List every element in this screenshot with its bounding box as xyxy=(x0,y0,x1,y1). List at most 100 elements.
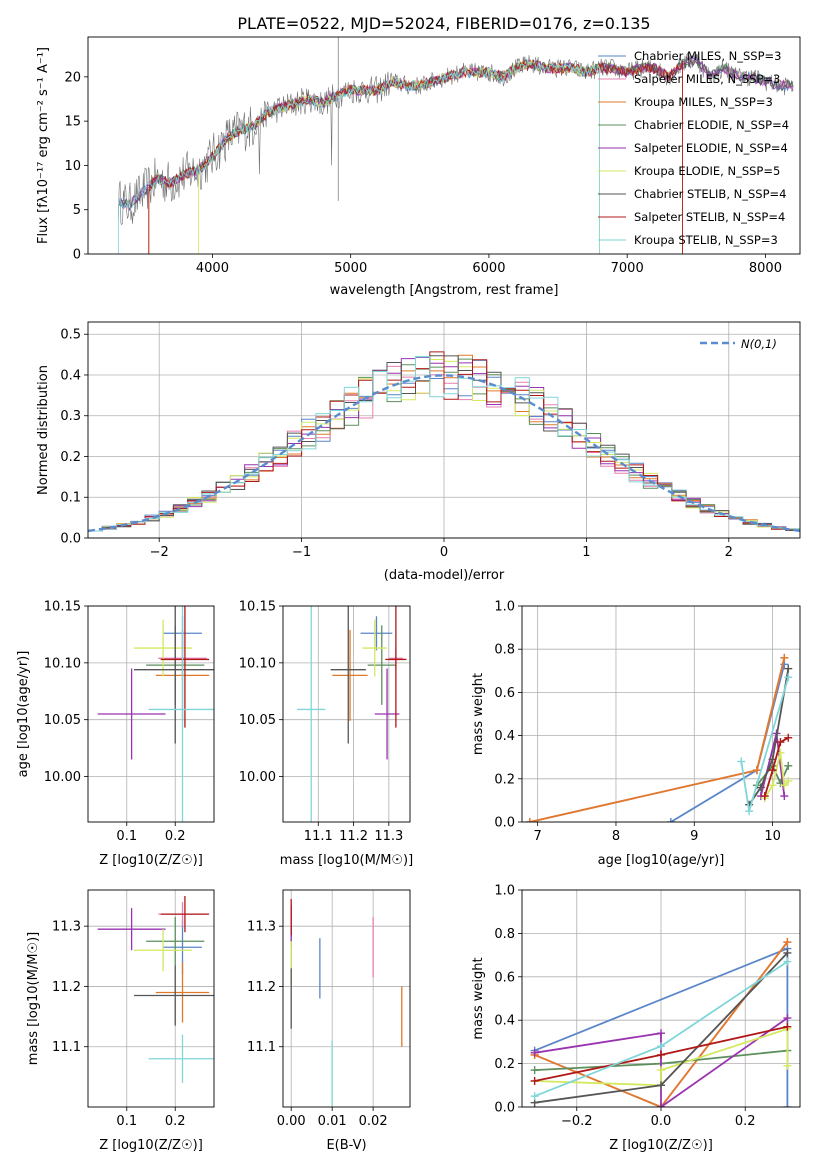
plus-marker xyxy=(657,1042,665,1051)
x-tick-label: 0.2 xyxy=(165,829,186,844)
y-tick-label: 10.05 xyxy=(239,713,276,728)
axes-frame xyxy=(282,605,411,823)
x-tick-label: −2 xyxy=(150,545,169,560)
y-tick-label: 11.1 xyxy=(247,1040,276,1055)
legend-label: Chabrier STELIB, N_SSP=4 xyxy=(634,187,786,201)
y-tick-label: 0.6 xyxy=(494,686,515,701)
errorbar-point xyxy=(134,619,193,677)
histograms xyxy=(88,351,800,533)
legend-label: Kroupa ELODIE, N_SSP=5 xyxy=(634,164,780,178)
y-tick-label: 15 xyxy=(64,115,81,130)
plus-marker xyxy=(657,1066,665,1075)
y-tick-label: 0.2 xyxy=(60,450,81,465)
axes-frame xyxy=(87,321,801,539)
y-tick-label: 10.15 xyxy=(239,600,276,615)
y-axis-label: mass [log10(M/M☉)] xyxy=(26,932,41,1065)
y-tick-label: 0.4 xyxy=(494,1014,515,1029)
x-tick-label: −1 xyxy=(292,545,311,560)
errorbar-point xyxy=(160,896,210,933)
axes-frame xyxy=(521,889,801,1108)
plus-marker xyxy=(657,1029,665,1038)
axes-frame xyxy=(87,36,801,255)
x-tick-label: 7000 xyxy=(611,261,644,276)
plus-marker xyxy=(783,1103,792,1107)
plus-marker xyxy=(737,757,746,766)
errorbar-point xyxy=(297,606,326,822)
x-axis-label: Z [log10(Z/Z☉)] xyxy=(99,1138,203,1153)
chart-panel-7: −0.2 0.0 0.2 0.0 0.2 0.4 0.6 0.8 1.0 Z [log10(Z/Z… xyxy=(471,884,801,1153)
plus-marker xyxy=(768,781,777,790)
errorbar-point xyxy=(148,1034,214,1083)
y-tick-label: 0.6 xyxy=(494,970,515,985)
y-axis-label: Flux [fλ10⁻¹⁷ erg cm⁻² s⁻¹ A⁻¹] xyxy=(36,47,51,244)
weight-line-salpeter-stelib xyxy=(763,737,789,797)
y-axis-label: age [log10(age/yr)] xyxy=(16,651,31,778)
x-tick-label: 4000 xyxy=(196,261,229,276)
x-tick-label: 0.02 xyxy=(359,1114,388,1129)
plus-marker xyxy=(530,1092,539,1101)
plus-marker xyxy=(776,738,785,747)
plus-marker xyxy=(783,1022,792,1031)
x-tick-label: −0.2 xyxy=(561,1114,593,1129)
x-tick-label: 2 xyxy=(725,545,733,560)
x-tick-label: 8 xyxy=(612,829,620,844)
plus-marker xyxy=(783,1061,792,1070)
chart-panel-0: 4000 5000 6000 7000 8000 0 5 10 15 20 wavelength [… xyxy=(36,14,801,298)
plus-marker xyxy=(657,1081,665,1090)
plus-marker xyxy=(784,761,793,770)
plus-marker xyxy=(784,776,793,785)
y-tick-label: 10.05 xyxy=(44,713,81,728)
plus-marker xyxy=(784,664,793,673)
plus-marker xyxy=(657,1050,665,1059)
x-tick-label: 1 xyxy=(582,545,590,560)
y-tick-label: 10.15 xyxy=(44,600,81,615)
plus-marker xyxy=(783,1014,792,1023)
normal-reference-curve xyxy=(88,374,800,533)
legend-label: Salpeter MILES, N_SSP=3 xyxy=(634,72,780,86)
error-bars xyxy=(97,606,214,822)
x-tick-label: 11.3 xyxy=(374,829,403,844)
x-axis-label: Z [log10(Z/Z☉)] xyxy=(99,853,203,868)
legend-label: Salpeter ELODIE, N_SSP=4 xyxy=(634,141,788,155)
x-tick-label: 11.1 xyxy=(304,829,333,844)
plus-marker xyxy=(760,792,769,801)
errorbar-point xyxy=(146,917,205,966)
y-tick-label: 11.2 xyxy=(247,980,276,995)
plus-marker xyxy=(783,957,792,966)
grid xyxy=(283,890,410,1107)
plus-marker xyxy=(780,792,789,801)
errorbar-point xyxy=(362,619,388,677)
plus-marker xyxy=(756,783,765,792)
legend-label: Chabrier MILES, N_SSP=3 xyxy=(634,49,781,63)
x-tick-label: 0 xyxy=(440,545,448,560)
weight-lines xyxy=(530,938,792,1107)
y-tick-label: 5 xyxy=(73,203,81,218)
plus-marker xyxy=(666,818,675,822)
weight-line-kroupa-stelib xyxy=(740,677,790,812)
legend-label: Kroupa STELIB, N_SSP=3 xyxy=(634,233,778,247)
error-bars xyxy=(297,606,407,822)
y-tick-label: 0.0 xyxy=(494,1101,515,1116)
plus-marker xyxy=(530,1066,539,1075)
y-tick-label: 0.4 xyxy=(60,368,81,383)
errorbar-point xyxy=(134,965,214,1026)
x-tick-label: 8000 xyxy=(749,261,782,276)
plus-marker xyxy=(530,1048,539,1057)
x-axis-label: age [log10(age/yr)] xyxy=(598,853,725,868)
axes-frame xyxy=(282,889,411,1108)
plus-marker xyxy=(530,1076,539,1085)
x-axis-label: (data-model)/error xyxy=(384,568,505,583)
y-tick-label: 0.2 xyxy=(494,1057,515,1072)
y-tick-label: 20 xyxy=(64,70,81,85)
chart-panel-4: 7 8 9 10 0.0 0.2 0.4 0.6 0.8 1.0 age [log10(age/yr… xyxy=(471,600,801,868)
errorbar-point xyxy=(332,629,368,721)
x-axis-label: E(B-V) xyxy=(326,1138,366,1153)
x-tick-label: 0.00 xyxy=(277,1114,306,1129)
y-tick-label: 10.10 xyxy=(44,656,81,671)
histogram-kroupa-stelib xyxy=(88,356,800,532)
errorbar-point xyxy=(360,616,393,651)
grid xyxy=(522,889,800,1108)
x-axis-label: Z [log10(Z/Z☉)] xyxy=(609,1138,713,1153)
chart-panel-6: 0.00 0.01 0.02 11.1 11.2 11.3 E(B-V) xyxy=(247,889,411,1153)
